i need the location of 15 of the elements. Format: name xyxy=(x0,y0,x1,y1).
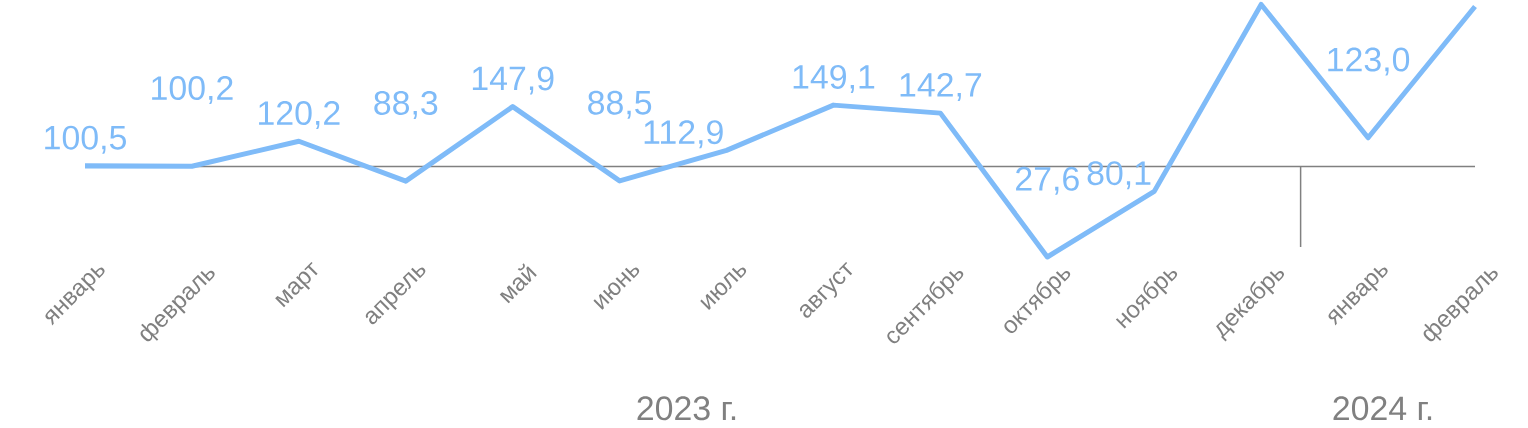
text: 2024 г. xyxy=(1333,396,1432,421)
data-label: 88,5 xyxy=(588,90,652,119)
data-label: 123,0 xyxy=(1328,47,1410,76)
data-label: 100,2 xyxy=(152,76,233,105)
data-label: 100,5 xyxy=(45,125,126,154)
x-tick-label: май xyxy=(499,263,537,304)
text: 2023 г. xyxy=(637,396,736,421)
data-label: 149,1 xyxy=(793,64,875,93)
data-label: 88,3 xyxy=(374,90,438,119)
data-label: 27,6 xyxy=(1016,166,1079,195)
data-label: 120,2 xyxy=(259,101,340,130)
data-label: 147,9 xyxy=(472,66,554,95)
data-label: 80,1 xyxy=(1087,161,1151,190)
data-label: 142,7 xyxy=(900,72,982,101)
data-label: 112,9 xyxy=(644,120,723,149)
